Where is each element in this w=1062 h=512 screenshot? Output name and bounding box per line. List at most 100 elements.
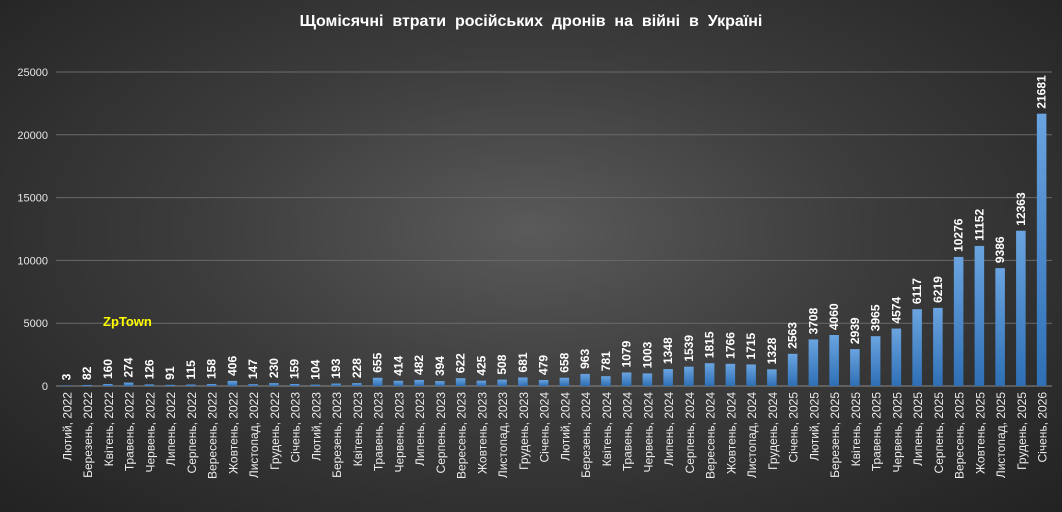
bar: [331, 383, 341, 386]
x-tick-label: Грудень, 2022: [268, 392, 282, 470]
data-label: 1815: [703, 331, 717, 358]
y-tick-label: 15000: [17, 193, 48, 205]
x-tick-label: Травень, 2022: [123, 392, 137, 471]
data-label: 193: [329, 358, 343, 378]
data-label: 158: [205, 359, 219, 379]
data-label: 658: [557, 352, 571, 372]
bar: [289, 384, 300, 386]
x-tick-label: Липень, 2023: [413, 392, 427, 466]
data-label: 414: [391, 355, 405, 375]
data-label: 781: [599, 351, 613, 371]
bar: [61, 385, 72, 386]
data-label: 6117: [910, 278, 924, 304]
bar: [601, 376, 611, 386]
data-label: 159: [288, 359, 302, 379]
data-label: 1003: [640, 341, 654, 368]
x-tick-label: Червень, 2022: [143, 392, 157, 473]
data-label: 4574: [889, 297, 903, 324]
data-label: 274: [122, 357, 136, 377]
x-tick-label: Січень, 2023: [289, 392, 303, 463]
x-tick-label: Квітень, 2025: [849, 392, 863, 467]
x-tick-label: Липень, 2022: [164, 392, 178, 466]
bar: [372, 377, 383, 386]
y-tick-label: 0: [42, 381, 48, 393]
data-label: 1079: [620, 340, 634, 367]
bar: [642, 373, 653, 386]
data-label: 1715: [744, 332, 758, 359]
data-label: 230: [267, 358, 281, 378]
x-tick-label: Жовтень, 2022: [226, 392, 240, 474]
data-label: 228: [350, 358, 364, 378]
data-label: 12363: [1014, 192, 1028, 226]
x-tick-label: Жовтень, 2025: [973, 392, 987, 474]
data-label: 1766: [723, 332, 737, 359]
bar: [1016, 230, 1026, 386]
data-label: 3: [59, 373, 73, 380]
bar: [165, 384, 175, 386]
x-tick-label: Серпень, 2024: [683, 392, 697, 474]
chart-title: Щомісячні втрати російських дронів на ві…: [300, 13, 763, 30]
data-label: 2563: [786, 322, 800, 349]
data-label: 10276: [952, 218, 966, 252]
bar: [621, 372, 632, 386]
x-tick-label: Жовтень, 2024: [724, 392, 738, 474]
data-label: 425: [474, 355, 488, 375]
x-tick-label: Травень, 2025: [870, 392, 884, 471]
x-tick-label: Червень, 2025: [890, 392, 904, 473]
bar: [206, 384, 217, 386]
x-tick-label: Листопад, 2022: [247, 392, 261, 478]
bar: [995, 268, 1005, 386]
data-label: 1328: [765, 337, 779, 364]
bar: [725, 363, 736, 386]
x-tick-label: Травень, 2023: [372, 392, 386, 471]
bar: [82, 384, 92, 386]
gridlines: [56, 71, 1052, 387]
x-tick-label: Лютий, 2023: [309, 392, 323, 461]
x-tick-label: Лютий, 2022: [60, 392, 74, 461]
data-label: 9386: [993, 236, 1007, 263]
y-tick-label: 25000: [17, 67, 48, 79]
x-tick-label: Серпень, 2023: [434, 392, 448, 474]
bar: [123, 382, 134, 386]
bar: [850, 349, 860, 386]
x-tick-label: Жовтень, 2023: [475, 392, 489, 474]
bar: [269, 383, 279, 386]
data-label: 115: [184, 360, 198, 380]
x-tick-label: Березень, 2023: [330, 392, 344, 478]
watermark: ZpTown: [103, 314, 152, 329]
data-label: 622: [454, 353, 468, 373]
bar: [953, 256, 964, 386]
data-label: 406: [225, 356, 239, 376]
data-label: 482: [412, 355, 426, 375]
bar: [393, 380, 404, 386]
x-tick-label: Вересень, 2025: [953, 392, 967, 479]
bar: [663, 369, 673, 386]
y-axis-ticks: 0 5000 10000 15000 20000 25000: [17, 67, 48, 393]
x-tick-label: Листопад, 2025: [994, 392, 1008, 478]
bars: [61, 113, 1047, 386]
x-tick-label: Січень, 2024: [538, 392, 552, 463]
bar: [891, 328, 902, 386]
bar: [476, 380, 487, 386]
x-tick-label: Січень, 2026: [1036, 392, 1050, 463]
bar: [787, 353, 798, 386]
bar: [974, 245, 985, 386]
bar: [144, 384, 155, 386]
bar: [497, 379, 507, 386]
x-tick-label: Березень, 2025: [828, 392, 842, 478]
data-label: 1539: [682, 335, 696, 362]
x-tick-label: Грудень, 2024: [766, 392, 780, 470]
x-tick-label: Листопад, 2023: [496, 392, 510, 478]
data-label: 104: [308, 359, 322, 379]
data-label: 3965: [869, 304, 883, 331]
bar: [559, 377, 570, 386]
data-label: 160: [101, 359, 115, 379]
bar: [933, 307, 943, 386]
bar: [829, 335, 839, 386]
x-tick-label: Квітень, 2022: [102, 392, 116, 467]
x-tick-label: Січень, 2025: [787, 392, 801, 463]
bar: [912, 309, 922, 386]
bar: [414, 379, 424, 386]
data-label: 1348: [661, 337, 675, 364]
